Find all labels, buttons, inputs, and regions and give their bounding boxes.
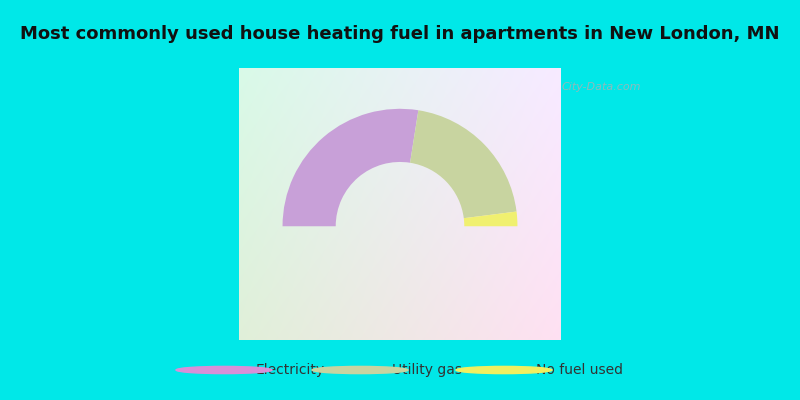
Text: City-Data.com: City-Data.com: [562, 82, 641, 92]
Circle shape: [176, 366, 272, 374]
Wedge shape: [282, 109, 418, 226]
Circle shape: [312, 366, 408, 374]
Text: Most commonly used house heating fuel in apartments in New London, MN: Most commonly used house heating fuel in…: [20, 25, 780, 43]
Wedge shape: [410, 110, 517, 218]
Text: No fuel used: No fuel used: [536, 363, 623, 377]
Circle shape: [456, 366, 552, 374]
Text: Electricity: Electricity: [256, 363, 325, 377]
Wedge shape: [464, 212, 518, 226]
Text: Utility gas: Utility gas: [392, 363, 462, 377]
